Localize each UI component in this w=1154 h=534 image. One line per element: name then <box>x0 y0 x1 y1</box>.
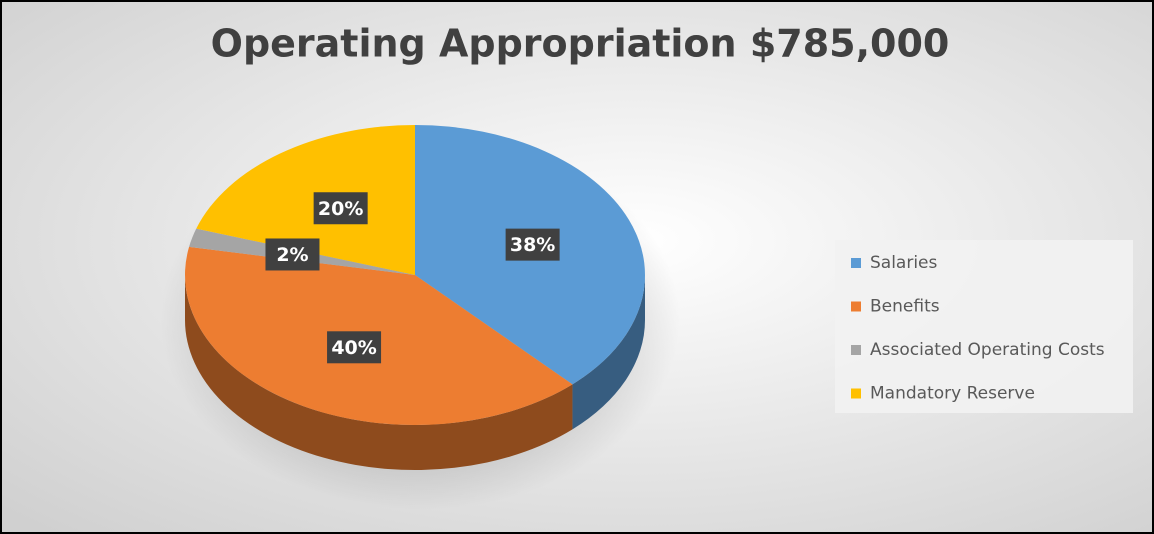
data-label-box <box>313 192 368 225</box>
legend-swatch <box>851 301 861 312</box>
data-label-box <box>265 238 320 271</box>
data-label: 38% <box>510 234 555 256</box>
legend-label: Salaries <box>870 253 938 273</box>
data-label: 2% <box>276 244 308 266</box>
legend-swatch <box>851 258 861 268</box>
legend-label: Mandatory Reserve <box>870 384 1035 404</box>
data-label: 20% <box>318 198 363 220</box>
legend-swatch <box>851 388 861 399</box>
pie-slice <box>196 125 415 275</box>
chart-title: Operating Appropriation $785,000 <box>211 22 950 66</box>
pie-slice-side <box>185 275 573 470</box>
legend-label: Associated Operating Costs <box>870 340 1105 360</box>
legend-box <box>835 240 1133 413</box>
legend-label: Benefits <box>870 297 940 317</box>
data-label-box <box>505 228 560 261</box>
data-label: 40% <box>331 337 376 359</box>
data-label-box <box>327 331 382 364</box>
pie-slice-side <box>572 275 645 430</box>
legend-swatch <box>851 345 861 355</box>
